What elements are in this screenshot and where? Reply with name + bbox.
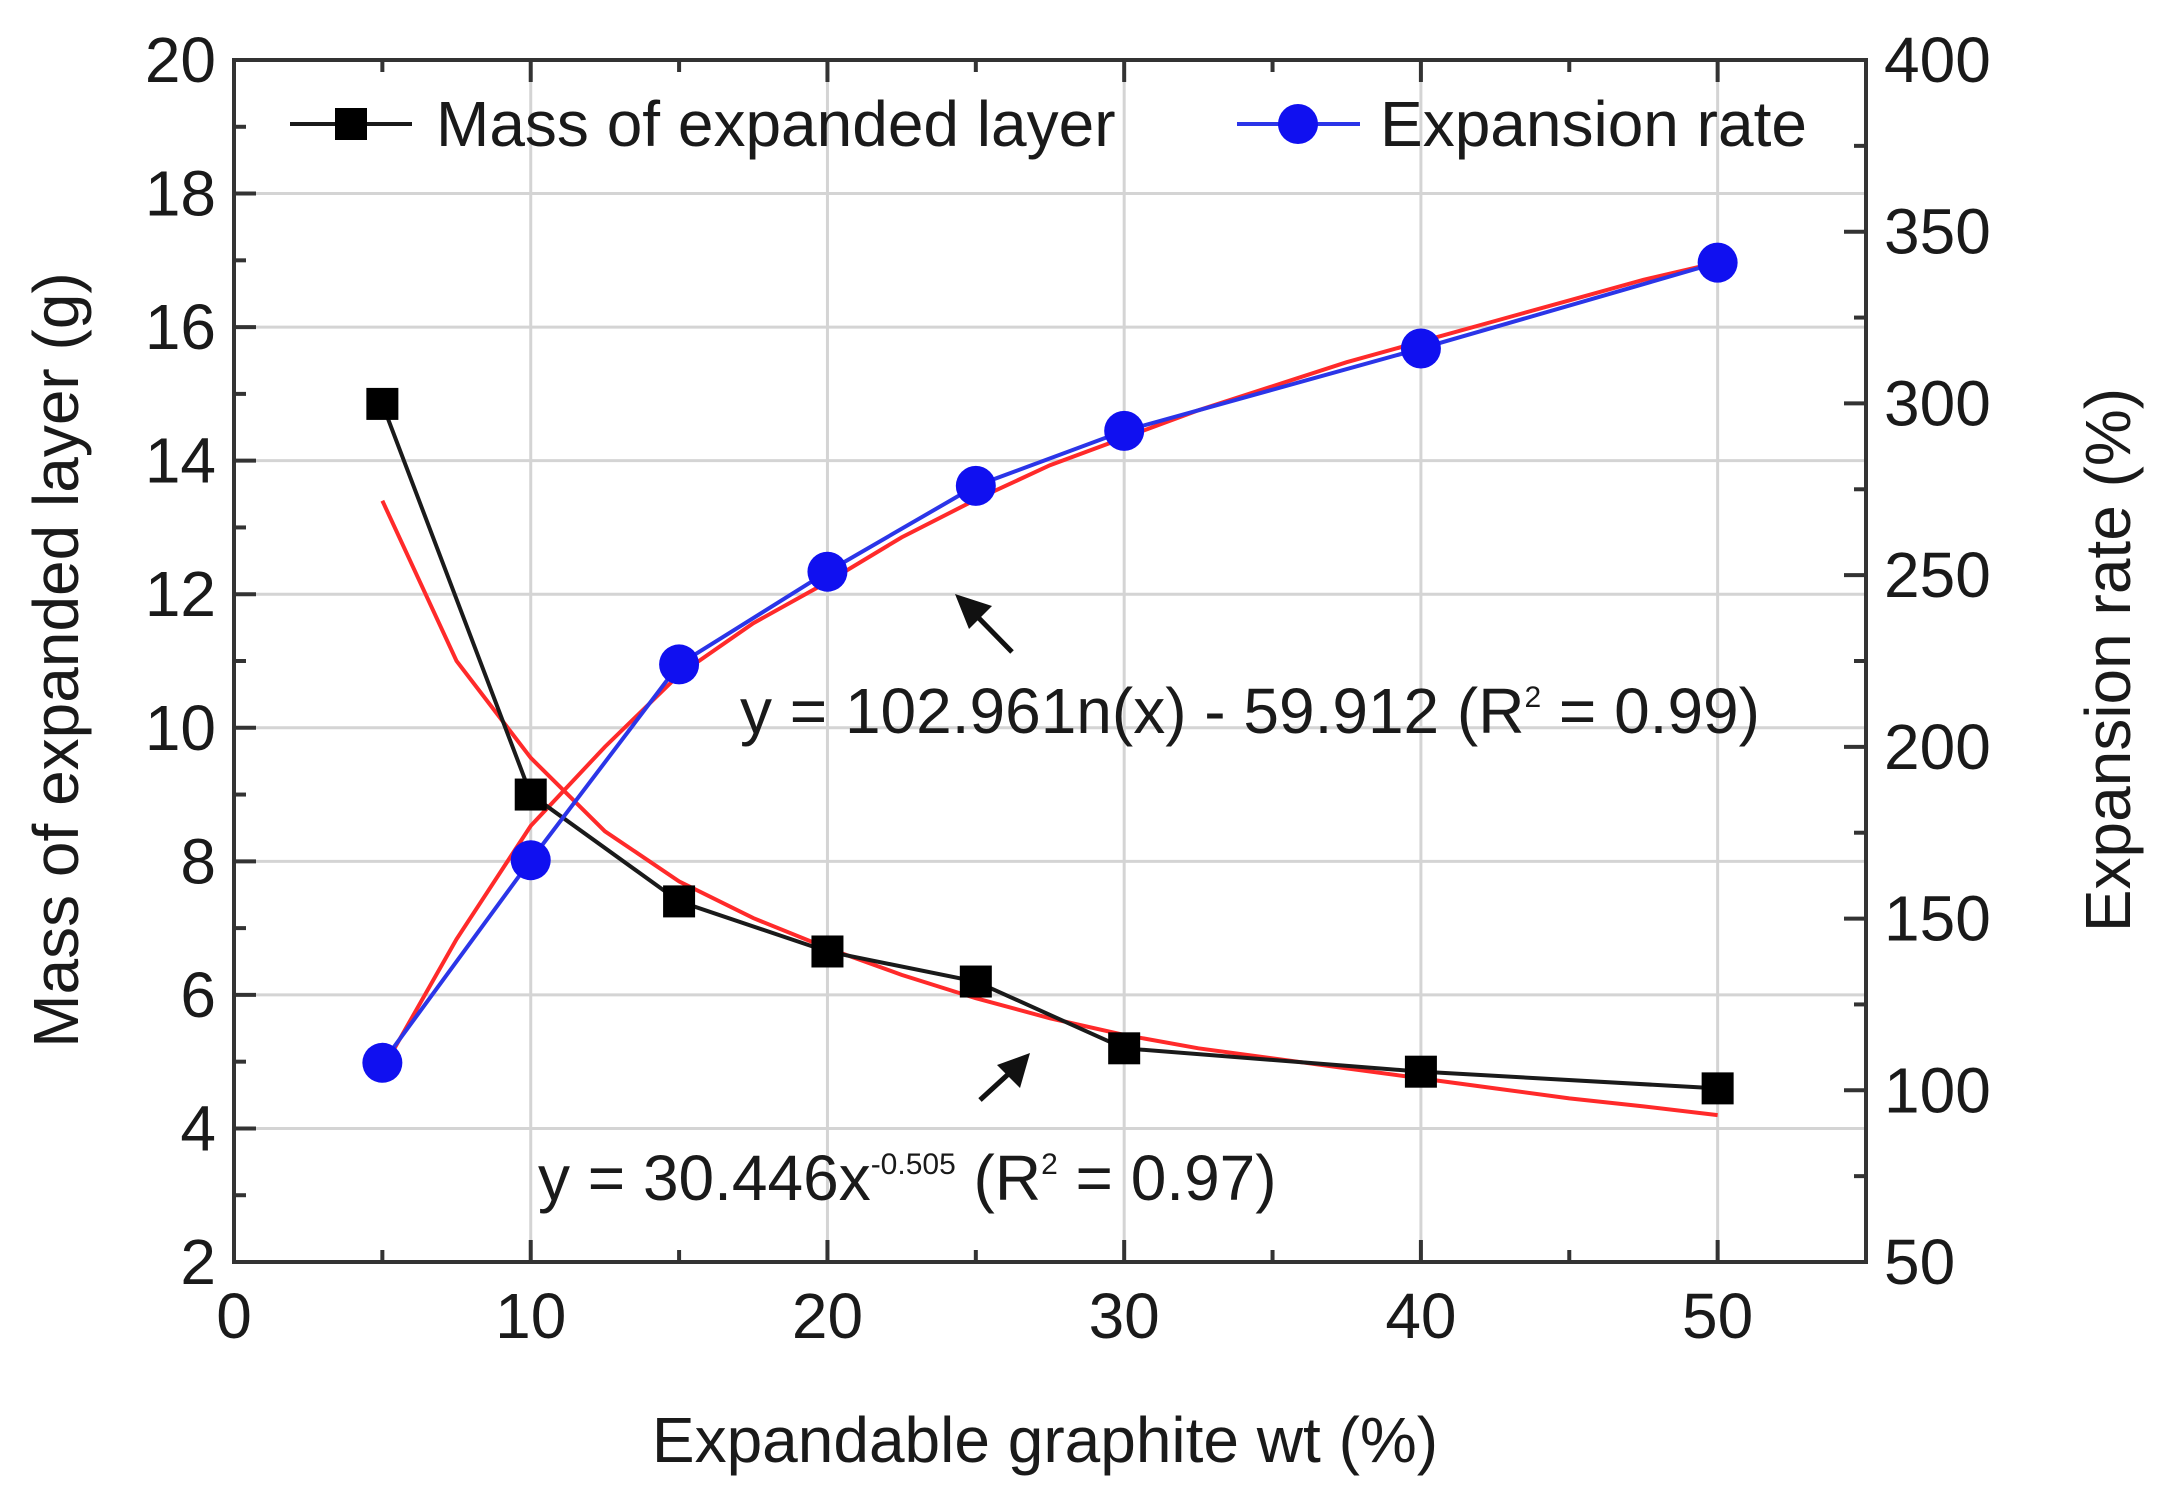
y-tick-label: 20 (145, 24, 216, 96)
annotation-power-sup2: 2 (1041, 1148, 1058, 1181)
y-axis-title: Mass of expanded layer (g) (20, 272, 92, 1048)
data-point-mass (514, 778, 547, 811)
y-tick-label: 2 (180, 1226, 216, 1298)
y2-tick-label: 250 (1884, 539, 1991, 611)
fit-layer (380, 260, 1719, 1118)
y2-tick-label: 100 (1884, 1054, 1991, 1126)
series-line-expansion (380, 260, 1719, 1064)
svg-text:y = 30.446x-0.505 (R2 = 0.97): y = 30.446x-0.505 (R2 = 0.97) (538, 1142, 1277, 1214)
data-point-mass (663, 885, 696, 918)
annotation-log-sup: 2 (1524, 681, 1541, 714)
legend: Mass of expanded layer Expansion rate (290, 88, 1807, 160)
x-tick-label: 40 (1385, 1280, 1456, 1352)
legend-marker-circle (1278, 104, 1318, 144)
y-tick-label: 18 (145, 158, 216, 230)
y2-tick-label: 400 (1884, 24, 1991, 96)
data-point-mass (1108, 1032, 1141, 1065)
series-layer (362, 242, 1738, 1105)
y-tick-label: 12 (145, 558, 216, 630)
y-tick-label: 4 (180, 1092, 216, 1164)
grid-layer (234, 60, 1866, 1262)
y-tick-label: 16 (145, 291, 216, 363)
tick-layer: 0 10 20 30 40 50 2 4 6 8 10 12 14 16 18 20 50 100 150 200 25… (145, 24, 1991, 1352)
legend-marker-square (335, 108, 367, 140)
legend-label-mass: Mass of expanded layer (436, 88, 1116, 160)
y-tick-label: 10 (145, 692, 216, 764)
data-point-expansion (955, 465, 996, 506)
y2-tick-label: 200 (1884, 711, 1991, 783)
data-point-mass (811, 935, 844, 968)
y2-tick-label: 300 (1884, 367, 1991, 439)
fit-annotation-log: y = 102.961n(x) - 59.912 (R2 = 0.99) (740, 594, 1760, 747)
annotation-power-arrowhead (997, 1053, 1030, 1088)
x-tick-label: 30 (1089, 1280, 1160, 1352)
svg-text:y = 102.961n(x) - 59.912 (R2 =: y = 102.961n(x) - 59.912 (R2 = 0.99) (740, 675, 1760, 747)
annotation-log-prefix: y = 102.961n(x) - 59.912 (R (740, 675, 1524, 747)
x-axis-title: Expandable graphite wt (%) (652, 1404, 1438, 1476)
annotation-power-suffix2: = 0.97) (1058, 1142, 1277, 1214)
fit-annotation-power: y = 30.446x-0.505 (R2 = 0.97) (538, 1053, 1277, 1214)
data-point-expansion (807, 551, 848, 592)
data-point-mass (366, 387, 399, 420)
data-point-mass (1404, 1055, 1437, 1088)
x-tick-label: 50 (1682, 1280, 1753, 1352)
fit-curve-power (380, 499, 1718, 1118)
data-point-mass (959, 965, 992, 998)
data-point-mass (1701, 1072, 1734, 1105)
data-point-expansion (1104, 410, 1145, 451)
y2-tick-label: 350 (1884, 196, 1991, 268)
y2-axis-title: Expansion rate (%) (2072, 388, 2144, 932)
data-point-expansion (362, 1042, 403, 1083)
annotation-log-suffix: = 0.99) (1541, 675, 1760, 747)
x-tick-label: 0 (216, 1280, 252, 1352)
data-point-expansion (510, 840, 551, 881)
y2-tick-label: 50 (1884, 1226, 1955, 1298)
data-point-expansion (1697, 242, 1738, 283)
data-point-expansion (659, 644, 700, 685)
fit-curve-log (380, 260, 1719, 1071)
y2-tick-label: 150 (1884, 883, 1991, 955)
legend-label-expansion: Expansion rate (1380, 88, 1807, 160)
y-tick-label: 6 (180, 959, 216, 1031)
x-tick-label: 20 (792, 1280, 863, 1352)
annotation-power-sup: -0.505 (871, 1148, 956, 1181)
data-point-expansion (1400, 328, 1441, 369)
annotation-power-suffix: (R (956, 1142, 1041, 1214)
series-line-mass (380, 403, 1718, 1091)
y-tick-label: 8 (180, 825, 216, 897)
y-tick-label: 14 (145, 425, 216, 497)
x-tick-label: 10 (495, 1280, 566, 1352)
annotation-log-arrowhead (955, 594, 992, 629)
annotation-power-prefix: y = 30.446x (538, 1142, 871, 1214)
